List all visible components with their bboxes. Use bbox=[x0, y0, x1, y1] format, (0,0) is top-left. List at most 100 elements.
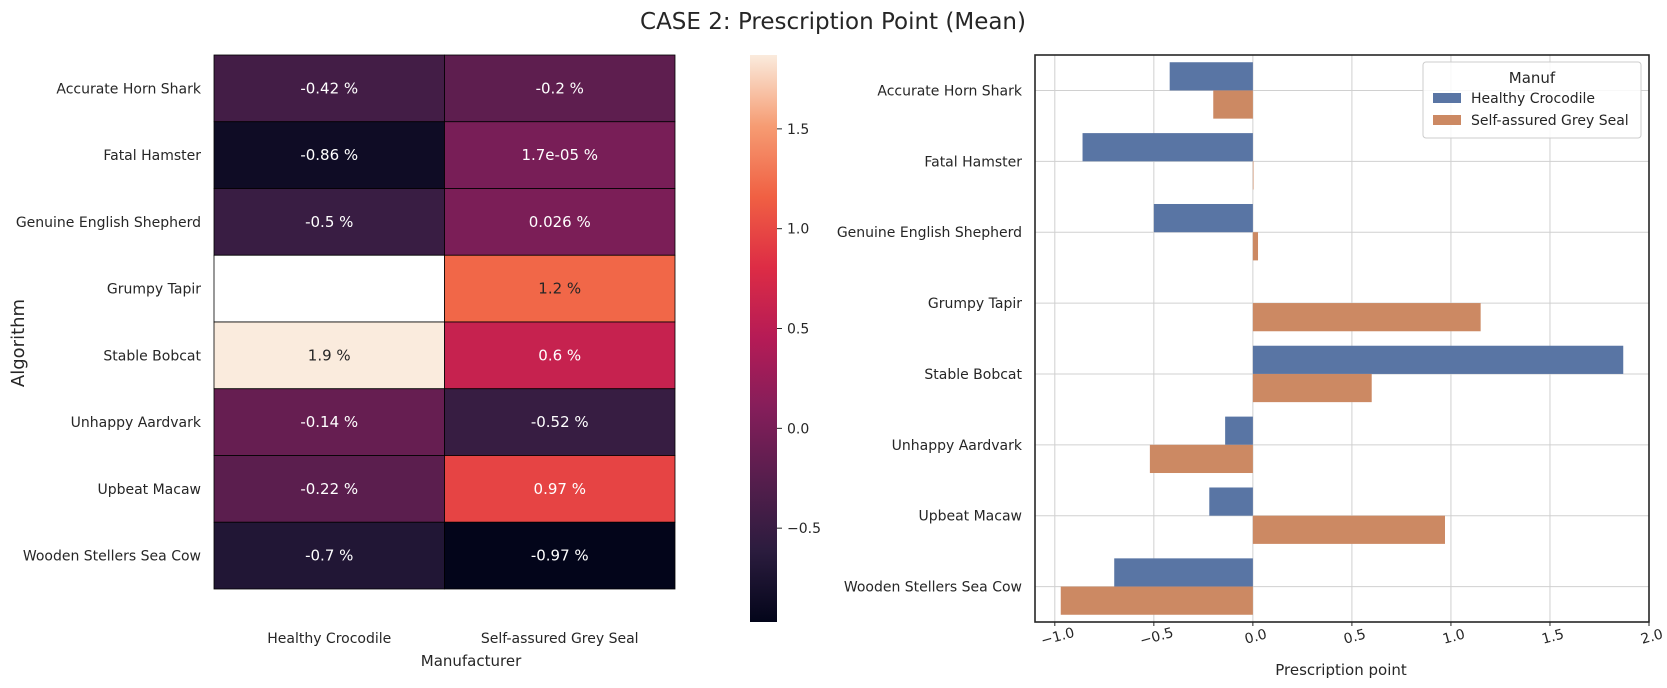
heatmap-cells bbox=[213, 54, 676, 590]
colorbar-tick-label: 0.5 bbox=[787, 322, 809, 338]
heatmap-annotation: -0.7 % bbox=[305, 547, 353, 565]
bar-category-label: Stable Bobcat bbox=[924, 367, 1022, 383]
x-tick-label: 1.0 bbox=[1441, 627, 1467, 648]
heatmap-row-label: Stable Bobcat bbox=[103, 348, 201, 364]
bar-self-assured-grey-seal bbox=[1252, 373, 1372, 403]
bar-category-label: Genuine English Shepherd bbox=[837, 225, 1022, 241]
bar-chart-x-axis-label: Prescription point bbox=[1275, 661, 1407, 679]
bar-healthy-crocodile bbox=[1153, 203, 1253, 233]
heatmap-column-labels: Healthy Crocodile Self-assured Grey Seal bbox=[267, 631, 638, 647]
bar-healthy-crocodile bbox=[1209, 487, 1253, 516]
heatmap-row-label: Grumpy Tapir bbox=[107, 282, 201, 298]
bar-healthy-crocodile bbox=[1225, 416, 1253, 445]
heatmap-x-axis-label: Manufacturer bbox=[421, 652, 522, 670]
bar-self-assured-grey-seal bbox=[1252, 303, 1481, 332]
heatmap-row-label: Unhappy Aardvark bbox=[71, 415, 202, 431]
colorbar-ticks: −0.5 0.0 0.5 1.0 1.5 bbox=[777, 122, 821, 537]
heatmap-annotation: 0.97 % bbox=[534, 480, 586, 498]
x-tick-label: −1.0 bbox=[1039, 625, 1076, 649]
bar-self-assured-grey-seal bbox=[1252, 515, 1445, 544]
x-tick-label: 1.5 bbox=[1540, 627, 1566, 648]
bar-category-label: Wooden Stellers Sea Cow bbox=[844, 580, 1022, 596]
heatmap-cell bbox=[213, 388, 445, 456]
x-tick-label: 2.0 bbox=[1639, 627, 1665, 648]
heatmap-panel: -0.42 % -0.2 % -0.86 % 1.7e-05 % -0.5 % 0.026… bbox=[8, 54, 676, 670]
heatmap-column-label: Self-assured Grey Seal bbox=[481, 631, 639, 647]
heatmap-cell bbox=[444, 521, 676, 590]
bar-chart-frame bbox=[1034, 54, 1650, 623]
bar-chart-x-ticks: −1.0 −0.5 0.0 0.5 1.0 1.5 2.0 bbox=[1039, 622, 1665, 649]
heatmap-annotation: 1.7e-05 % bbox=[521, 146, 598, 164]
legend-title: Manuf bbox=[1509, 69, 1556, 87]
heatmap-cell bbox=[444, 455, 676, 523]
heatmap-annotation: -0.14 % bbox=[300, 413, 358, 431]
legend-label: Self-assured Grey Seal bbox=[1471, 113, 1629, 129]
bar-chart-bars bbox=[1060, 62, 1624, 615]
heatmap-annotation: 1.2 % bbox=[538, 280, 581, 298]
heatmap-annotations: -0.42 % -0.2 % -0.86 % 1.7e-05 % -0.5 % 0.026… bbox=[300, 79, 598, 564]
heatmap-cell bbox=[213, 254, 445, 323]
bar-self-assured-grey-seal bbox=[1149, 444, 1253, 474]
bar-self-assured-grey-seal bbox=[1060, 586, 1253, 615]
heatmap-cell bbox=[213, 121, 445, 189]
x-tick-label: 0.5 bbox=[1342, 627, 1368, 648]
colorbar-tick-label: 0.0 bbox=[787, 421, 809, 437]
bar-self-assured-grey-seal bbox=[1213, 90, 1253, 119]
heatmap-cell bbox=[213, 521, 445, 590]
colorbar-tick-label: 1.5 bbox=[787, 122, 809, 138]
legend-items: Healthy Crocodile Self-assured Grey Seal bbox=[1433, 91, 1629, 129]
bar-category-label: Fatal Hamster bbox=[924, 154, 1022, 170]
bar-self-assured-grey-seal bbox=[1252, 161, 1254, 190]
bar-category-label: Grumpy Tapir bbox=[928, 296, 1022, 312]
heatmap-column-label: Healthy Crocodile bbox=[267, 631, 391, 647]
heatmap-cell bbox=[444, 188, 676, 256]
heatmap-annotation: 0.6 % bbox=[538, 346, 581, 364]
legend-box bbox=[1422, 61, 1642, 139]
heatmap-row-label: Wooden Stellers Sea Cow bbox=[23, 549, 201, 565]
bar-healthy-crocodile bbox=[1169, 62, 1253, 91]
heatmap-annotation: -0.5 % bbox=[305, 213, 353, 231]
heatmap-annotation: 1.9 % bbox=[308, 346, 351, 364]
legend-swatch bbox=[1433, 115, 1461, 125]
bar-chart-panel: Accurate Horn Shark Fatal Hamster Genuine … bbox=[837, 54, 1665, 679]
heatmap-cell bbox=[444, 54, 676, 123]
colorbar-tick-label: −0.5 bbox=[787, 521, 821, 537]
legend-swatch bbox=[1433, 93, 1461, 103]
bar-category-label: Unhappy Aardvark bbox=[892, 438, 1023, 454]
heatmap-annotation: 0.026 % bbox=[529, 213, 591, 231]
colorbar-gradient bbox=[750, 55, 777, 622]
heatmap-cell bbox=[444, 388, 676, 456]
heatmap-row-label: Fatal Hamster bbox=[103, 148, 201, 164]
heatmap-annotation: -0.2 % bbox=[536, 79, 584, 97]
heatmap-row-label: Upbeat Macaw bbox=[97, 482, 201, 498]
figure-title: CASE 2: Prescription Point (Mean) bbox=[640, 9, 1026, 35]
legend-label: Healthy Crocodile bbox=[1471, 91, 1595, 107]
x-tick-label: 0.0 bbox=[1243, 627, 1269, 648]
colorbar-tick-label: 1.0 bbox=[787, 222, 809, 238]
heatmap-annotation: -0.42 % bbox=[300, 79, 358, 97]
heatmap-row-labels: Accurate Horn Shark Fatal Hamster Genuine … bbox=[16, 81, 202, 564]
heatmap-cell bbox=[213, 188, 445, 256]
heatmap-row-label: Genuine English Shepherd bbox=[16, 215, 201, 231]
heatmap-y-axis-label: Algorithm bbox=[8, 299, 29, 387]
bar-category-label: Upbeat Macaw bbox=[918, 509, 1022, 525]
heatmap-annotation: -0.22 % bbox=[300, 480, 358, 498]
bar-healthy-crocodile bbox=[1082, 133, 1253, 162]
heatmap-annotation: -0.97 % bbox=[531, 547, 589, 565]
bar-healthy-crocodile bbox=[1114, 558, 1253, 587]
bar-self-assured-grey-seal bbox=[1252, 232, 1259, 261]
heatmap-cell bbox=[444, 121, 676, 189]
x-tick-label: −0.5 bbox=[1138, 625, 1175, 649]
colorbar: −0.5 0.0 0.5 1.0 1.5 bbox=[750, 55, 821, 622]
bar-healthy-crocodile bbox=[1252, 345, 1624, 374]
heatmap-cell bbox=[213, 54, 445, 123]
heatmap-annotation: -0.86 % bbox=[300, 146, 358, 164]
heatmap-row-label: Accurate Horn Shark bbox=[56, 81, 202, 97]
heatmap-annotation: -0.52 % bbox=[531, 413, 589, 431]
heatmap-cell bbox=[213, 455, 445, 523]
legend: Manuf Healthy Crocodile Self-assured Grey… bbox=[1422, 61, 1642, 139]
bar-chart-category-labels: Accurate Horn Shark Fatal Hamster Genuine … bbox=[837, 83, 1023, 595]
heatmap-cell bbox=[213, 321, 445, 390]
bar-category-label: Accurate Horn Shark bbox=[877, 83, 1023, 99]
